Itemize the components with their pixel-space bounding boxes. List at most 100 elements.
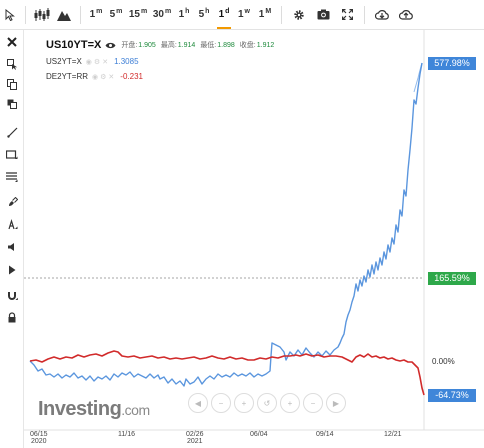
settings-icon[interactable]: ⚙ — [93, 58, 101, 66]
reset-icon[interactable]: ↺ — [257, 393, 277, 413]
x-axis-label-date: 11/16 — [118, 431, 135, 438]
crosshair-cursor-icon[interactable] — [2, 55, 22, 73]
timeframe-15m[interactable]: 15 m — [126, 0, 150, 30]
zoom-in-icon[interactable]: + — [234, 393, 254, 413]
cloud-download-icon[interactable] — [370, 0, 394, 30]
camera-icon[interactable] — [311, 0, 335, 30]
timeframe-unit: d — [225, 8, 230, 15]
timeframe-value: 30 — [152, 9, 164, 20]
x-axis-label: 09/14 — [316, 431, 334, 438]
toolbar-divider — [281, 5, 282, 24]
compare-series-legend: US2YT=X ◉ ⚙ ✕ 1.3085 — [46, 54, 274, 69]
layers-icon[interactable] — [2, 95, 22, 113]
x-axis-label-year: 2021 — [186, 438, 203, 445]
close-icon[interactable] — [2, 33, 22, 51]
settings-icon[interactable]: ⚙ — [100, 73, 107, 81]
watermark-brand: Investing — [38, 398, 122, 420]
rectangle-tool-icon[interactable] — [2, 146, 22, 164]
mountain-chart-icon[interactable] — [53, 0, 75, 30]
low-value: 1.898 — [217, 41, 235, 49]
x-axis-label-year: 2020 — [30, 438, 47, 445]
timeframe-unit: m — [164, 8, 172, 15]
close-label: 收盘: — [239, 42, 256, 49]
toolbar-divider — [80, 5, 81, 24]
x-axis-label: 12/21 — [384, 431, 402, 438]
compare-value: -0.231 — [120, 72, 143, 81]
close-icon[interactable]: ✕ — [102, 58, 109, 66]
timeframe-value: 1 — [178, 9, 185, 20]
scroll-left-icon[interactable]: ◀ — [188, 393, 208, 413]
copy-icon[interactable] — [2, 75, 22, 93]
compare-value: 1.3085 — [114, 57, 139, 66]
timeframe-unit: m — [140, 8, 148, 15]
high-label: 最高: — [160, 42, 177, 49]
drawing-tools-sidebar — [0, 30, 24, 448]
timeframe-unit: m — [96, 8, 103, 15]
open-label: 开盘: — [121, 42, 138, 49]
timeframe-unit: M — [265, 8, 272, 15]
timeframe-group: 1 m 5 m 15 m 30 m 1 h 5 h 1 d 1 w 1 M — [86, 0, 276, 30]
x-axis-label-date: 12/21 — [384, 431, 402, 438]
main-symbol: US10YT=X — [46, 39, 102, 51]
x-axis-label: 06/15 2020 — [30, 431, 48, 445]
close-value: 1.912 — [256, 41, 275, 49]
timeframe-30m[interactable]: 30 m — [150, 0, 174, 30]
chart-legend: US10YT=X 开盘: 1.905 最高: 1.914 最低: 1.898 收… — [46, 36, 274, 84]
timeframe-unit: m — [116, 8, 123, 15]
reference-price-tag: 165.59% — [428, 272, 476, 285]
main-series-legend: US10YT=X 开盘: 1.905 最高: 1.914 最低: 1.898 收… — [46, 36, 274, 54]
x-axis-label: 02/26 2021 — [186, 431, 204, 445]
x-axis-label-date: 06/15 — [30, 431, 48, 438]
chart-toolbar: 1 m 5 m 15 m 30 m 1 h 5 h 1 d 1 w 1 M — [0, 0, 484, 30]
x-axis-label: 06/04 — [250, 431, 268, 438]
timeframe-value: 15 — [128, 9, 140, 20]
brush-icon[interactable] — [2, 193, 22, 211]
scroll-right-icon[interactable]: ▶ — [326, 393, 346, 413]
zero-axis-label: 0.00% — [432, 357, 455, 366]
us10-series-line — [413, 62, 423, 93]
compare-series-legend: DE2YT=RR ◉ ⚙ ✕ -0.231 — [46, 69, 274, 84]
eye-icon[interactable] — [105, 36, 116, 54]
lock-icon[interactable] — [2, 308, 22, 326]
timeframe-value: 1 — [258, 9, 265, 20]
compare-symbol: DE2YT=RR — [46, 72, 89, 81]
settings-gear-icon[interactable] — [287, 0, 311, 30]
timeframe-unit: w — [244, 8, 250, 15]
x-axis-label-date: 02/26 — [186, 431, 204, 438]
trendline-icon[interactable] — [2, 123, 22, 141]
zoom-in-icon[interactable]: + — [280, 393, 300, 413]
speaker-icon[interactable] — [2, 238, 22, 256]
fullscreen-icon[interactable] — [335, 0, 359, 30]
zoom-out-icon[interactable]: − — [303, 393, 323, 413]
candlestick-chart-icon[interactable] — [31, 0, 53, 30]
close-icon[interactable]: ✕ — [108, 73, 115, 81]
x-axis-label-date: 09/14 — [316, 431, 334, 438]
toolbar-divider — [25, 5, 26, 24]
timeframe-value: 1 — [218, 9, 225, 20]
timeframe-unit: h — [185, 8, 190, 15]
eye-icon[interactable]: ◉ — [92, 73, 99, 81]
compare-symbol: US2YT=X — [46, 57, 82, 66]
open-value: 1.905 — [138, 41, 156, 49]
us10-price-tag: 577.98% — [428, 57, 476, 70]
horizontal-lines-icon[interactable] — [2, 168, 22, 186]
magnet-icon[interactable] — [2, 286, 22, 304]
eye-icon[interactable]: ◉ — [85, 58, 92, 66]
de2-series-line — [29, 350, 425, 396]
cursor-icon[interactable] — [0, 0, 20, 30]
high-value: 1.914 — [177, 41, 196, 49]
watermark-suffix: .com — [121, 402, 150, 418]
cloud-upload-icon[interactable] — [394, 0, 418, 30]
zoom-out-icon[interactable]: − — [211, 393, 231, 413]
text-tool-icon[interactable] — [2, 215, 22, 233]
arrow-right-icon[interactable] — [2, 261, 22, 279]
timeframe-value: 1 — [89, 9, 96, 20]
